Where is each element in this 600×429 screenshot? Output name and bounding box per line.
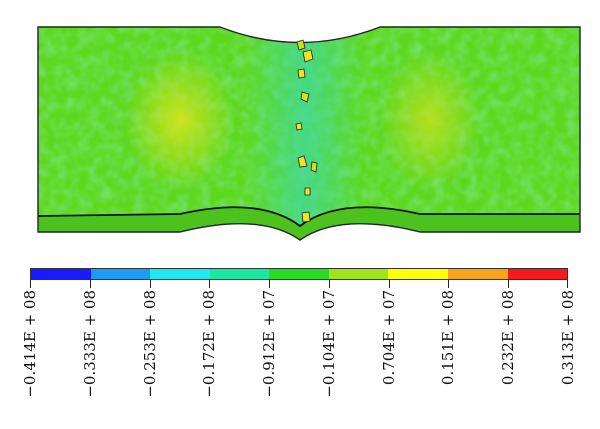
beam-bottom-edge (37, 206, 580, 228)
legend-value-label: 0.232E + 08 (499, 290, 518, 386)
legend-tick (269, 280, 271, 288)
color-legend-labels: −0.414E + 08 −0.333E + 08 −0.253E + 08 −0.1… (0, 290, 600, 425)
legend-value-label: 0.151E + 08 (439, 290, 458, 386)
stress-contour-plot (37, 26, 581, 241)
legend-swatch (269, 269, 329, 279)
yield-patch (297, 155, 308, 168)
right-stress-hotspot (380, 50, 480, 190)
yield-patch (302, 49, 314, 63)
legend-swatch (447, 269, 508, 279)
legend-swatch (150, 269, 210, 279)
yield-patch (304, 187, 311, 196)
center-shear-band (245, 27, 365, 240)
legend-swatch (507, 269, 568, 279)
legend-tick (149, 280, 151, 288)
legend-tick (30, 280, 31, 288)
legend-value-label: −0.414E + 08 (21, 290, 39, 398)
left-stress-hotspot (125, 50, 235, 190)
yield-patch (296, 39, 306, 51)
legend-tick (448, 280, 450, 288)
color-legend-ticks (30, 280, 568, 288)
legend-tick (328, 280, 330, 288)
legend-value-label: 0.313E + 08 (559, 290, 577, 386)
yield-patch (300, 91, 310, 103)
legend-value-label: −0.172E + 08 (200, 290, 219, 398)
yielded-elements (295, 39, 318, 223)
legend-value-label: 0.704E + 07 (379, 290, 398, 386)
legend-value-label: −0.253E + 08 (140, 290, 159, 398)
yield-patch (295, 122, 303, 131)
legend-tick (567, 280, 568, 288)
legend-swatch (328, 269, 389, 279)
legend-swatch (209, 269, 270, 279)
legend-value-label: −0.104E + 07 (319, 290, 338, 398)
legend-swatch (31, 269, 91, 279)
legend-swatch (90, 269, 151, 279)
legend-value-label: −0.333E + 08 (80, 290, 99, 398)
beam-outline (37, 26, 581, 241)
color-legend-bar (30, 268, 568, 280)
yield-patch (310, 161, 318, 173)
legend-tick (508, 280, 510, 288)
legend-value-label: −0.912E + 07 (260, 290, 279, 398)
legend-tick (388, 280, 390, 288)
yield-patch (297, 68, 306, 79)
legend-swatch (388, 269, 448, 279)
legend-tick (89, 280, 91, 288)
yield-patch (301, 211, 311, 223)
legend-tick (209, 280, 211, 288)
